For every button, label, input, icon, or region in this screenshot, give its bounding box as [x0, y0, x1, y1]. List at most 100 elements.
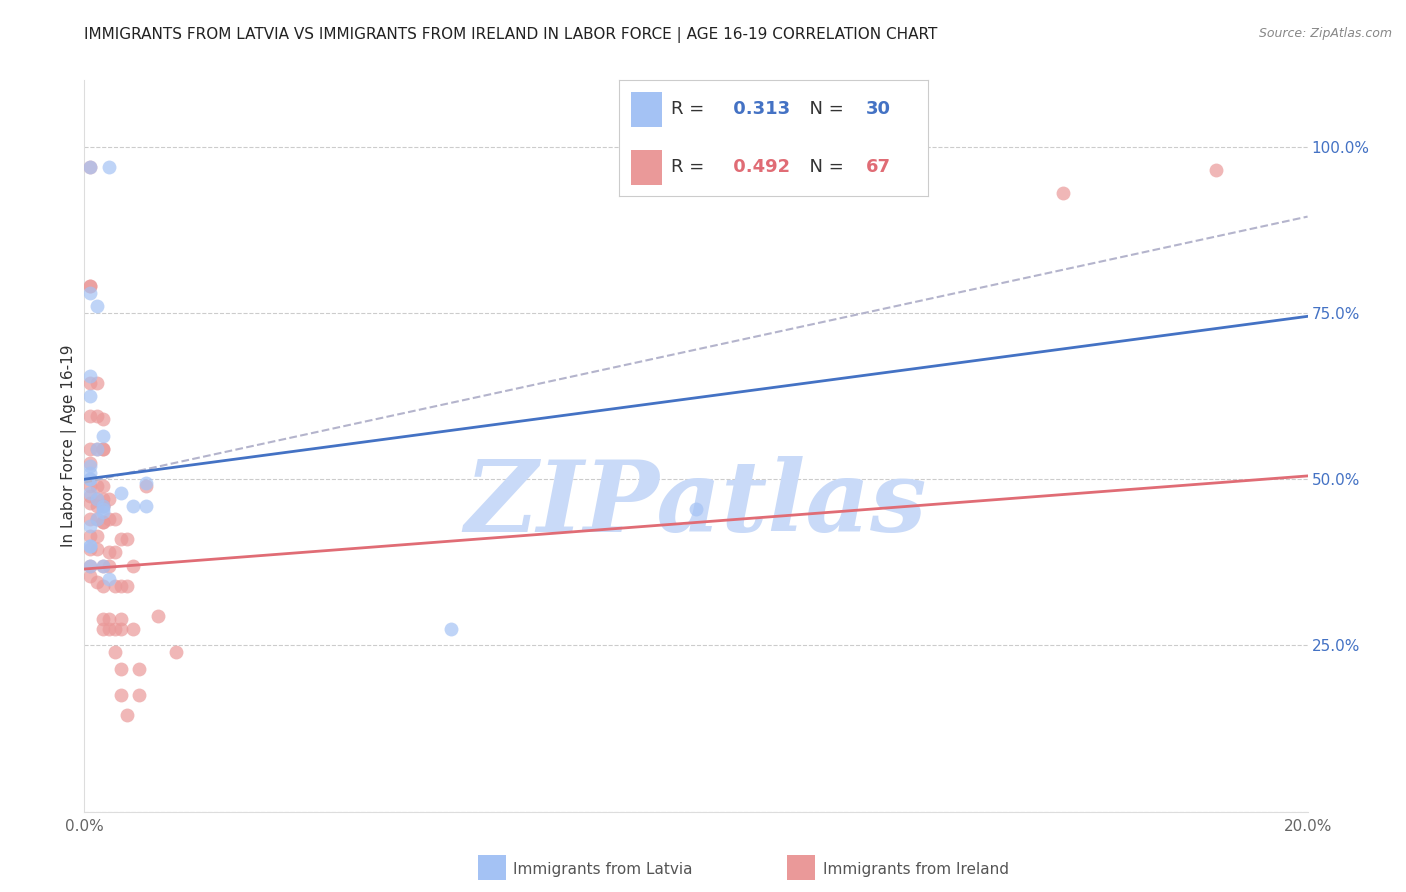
Point [79, 542, 101, 557]
Point [79, 495, 101, 509]
Y-axis label: In Labor Force | Age 16-19: In Labor Force | Age 16-19 [62, 344, 77, 548]
Point [79, 466, 101, 480]
Point [79, 539, 101, 553]
Point [79, 160, 101, 174]
Point [135, 475, 157, 490]
Point [91, 499, 114, 513]
Text: R =: R = [671, 158, 710, 177]
Point [104, 622, 127, 636]
Point [79, 568, 101, 582]
Text: 0.313: 0.313 [727, 100, 790, 119]
Point [135, 479, 157, 493]
Point [86, 499, 108, 513]
Point [91, 622, 114, 636]
Point [1052, 186, 1074, 201]
Point [79, 479, 101, 493]
Point [97, 612, 120, 626]
Point [79, 512, 101, 526]
Point [86, 376, 108, 390]
Point [110, 662, 132, 676]
Point [97, 558, 120, 573]
Point [86, 575, 108, 590]
Point [79, 485, 101, 500]
Point [91, 412, 114, 426]
Point [86, 492, 108, 507]
Point [97, 160, 120, 174]
Text: IMMIGRANTS FROM LATVIA VS IMMIGRANTS FROM IRELAND IN LABOR FORCE | AGE 16-19 COR: IMMIGRANTS FROM LATVIA VS IMMIGRANTS FRO… [84, 27, 938, 43]
Point [97, 492, 120, 507]
Point [110, 579, 132, 593]
FancyBboxPatch shape [631, 92, 662, 127]
Point [86, 492, 108, 507]
Point [79, 389, 101, 403]
Point [91, 579, 114, 593]
Point [122, 622, 145, 636]
Text: N =: N = [799, 158, 849, 177]
Point [104, 579, 127, 593]
Point [97, 572, 120, 586]
Point [110, 485, 132, 500]
Point [79, 369, 101, 384]
Point [91, 442, 114, 457]
Point [91, 502, 114, 516]
Point [86, 479, 108, 493]
Point [97, 512, 120, 526]
Point [79, 558, 101, 573]
Point [79, 409, 101, 423]
Point [91, 516, 114, 530]
Text: 67: 67 [866, 158, 891, 177]
Text: R =: R = [671, 100, 710, 119]
Text: 0.492: 0.492 [727, 158, 790, 177]
Point [104, 645, 127, 659]
Point [79, 558, 101, 573]
Point [685, 502, 707, 516]
Point [86, 542, 108, 557]
Point [91, 558, 114, 573]
Point [79, 472, 101, 486]
Point [91, 558, 114, 573]
Point [91, 442, 114, 457]
Point [91, 479, 114, 493]
Point [110, 532, 132, 546]
Text: ZIPatlas: ZIPatlas [465, 457, 927, 553]
Point [97, 622, 120, 636]
Point [440, 622, 463, 636]
Point [79, 529, 101, 543]
Point [79, 456, 101, 470]
Text: 30: 30 [866, 100, 891, 119]
Point [79, 518, 101, 533]
Point [115, 579, 138, 593]
Point [104, 545, 127, 559]
Point [115, 708, 138, 723]
Point [110, 612, 132, 626]
Point [79, 279, 101, 293]
Point [79, 458, 101, 473]
Point [91, 492, 114, 507]
Point [86, 299, 108, 313]
Point [91, 516, 114, 530]
Point [91, 429, 114, 443]
Point [128, 689, 150, 703]
Point [86, 512, 108, 526]
Point [79, 376, 101, 390]
Point [165, 645, 187, 659]
Point [97, 545, 120, 559]
Point [79, 472, 101, 486]
Point [122, 499, 145, 513]
Point [79, 442, 101, 457]
Point [86, 512, 108, 526]
Text: N =: N = [799, 100, 849, 119]
Point [86, 442, 108, 457]
Point [79, 286, 101, 301]
Point [79, 160, 101, 174]
Text: Immigrants from Latvia: Immigrants from Latvia [513, 863, 693, 877]
Point [86, 409, 108, 423]
Point [146, 608, 169, 623]
Text: Source: ZipAtlas.com: Source: ZipAtlas.com [1258, 27, 1392, 40]
Point [91, 499, 114, 513]
Point [79, 539, 101, 553]
FancyBboxPatch shape [631, 150, 662, 185]
Point [79, 489, 101, 503]
Point [91, 499, 114, 513]
Point [104, 512, 127, 526]
